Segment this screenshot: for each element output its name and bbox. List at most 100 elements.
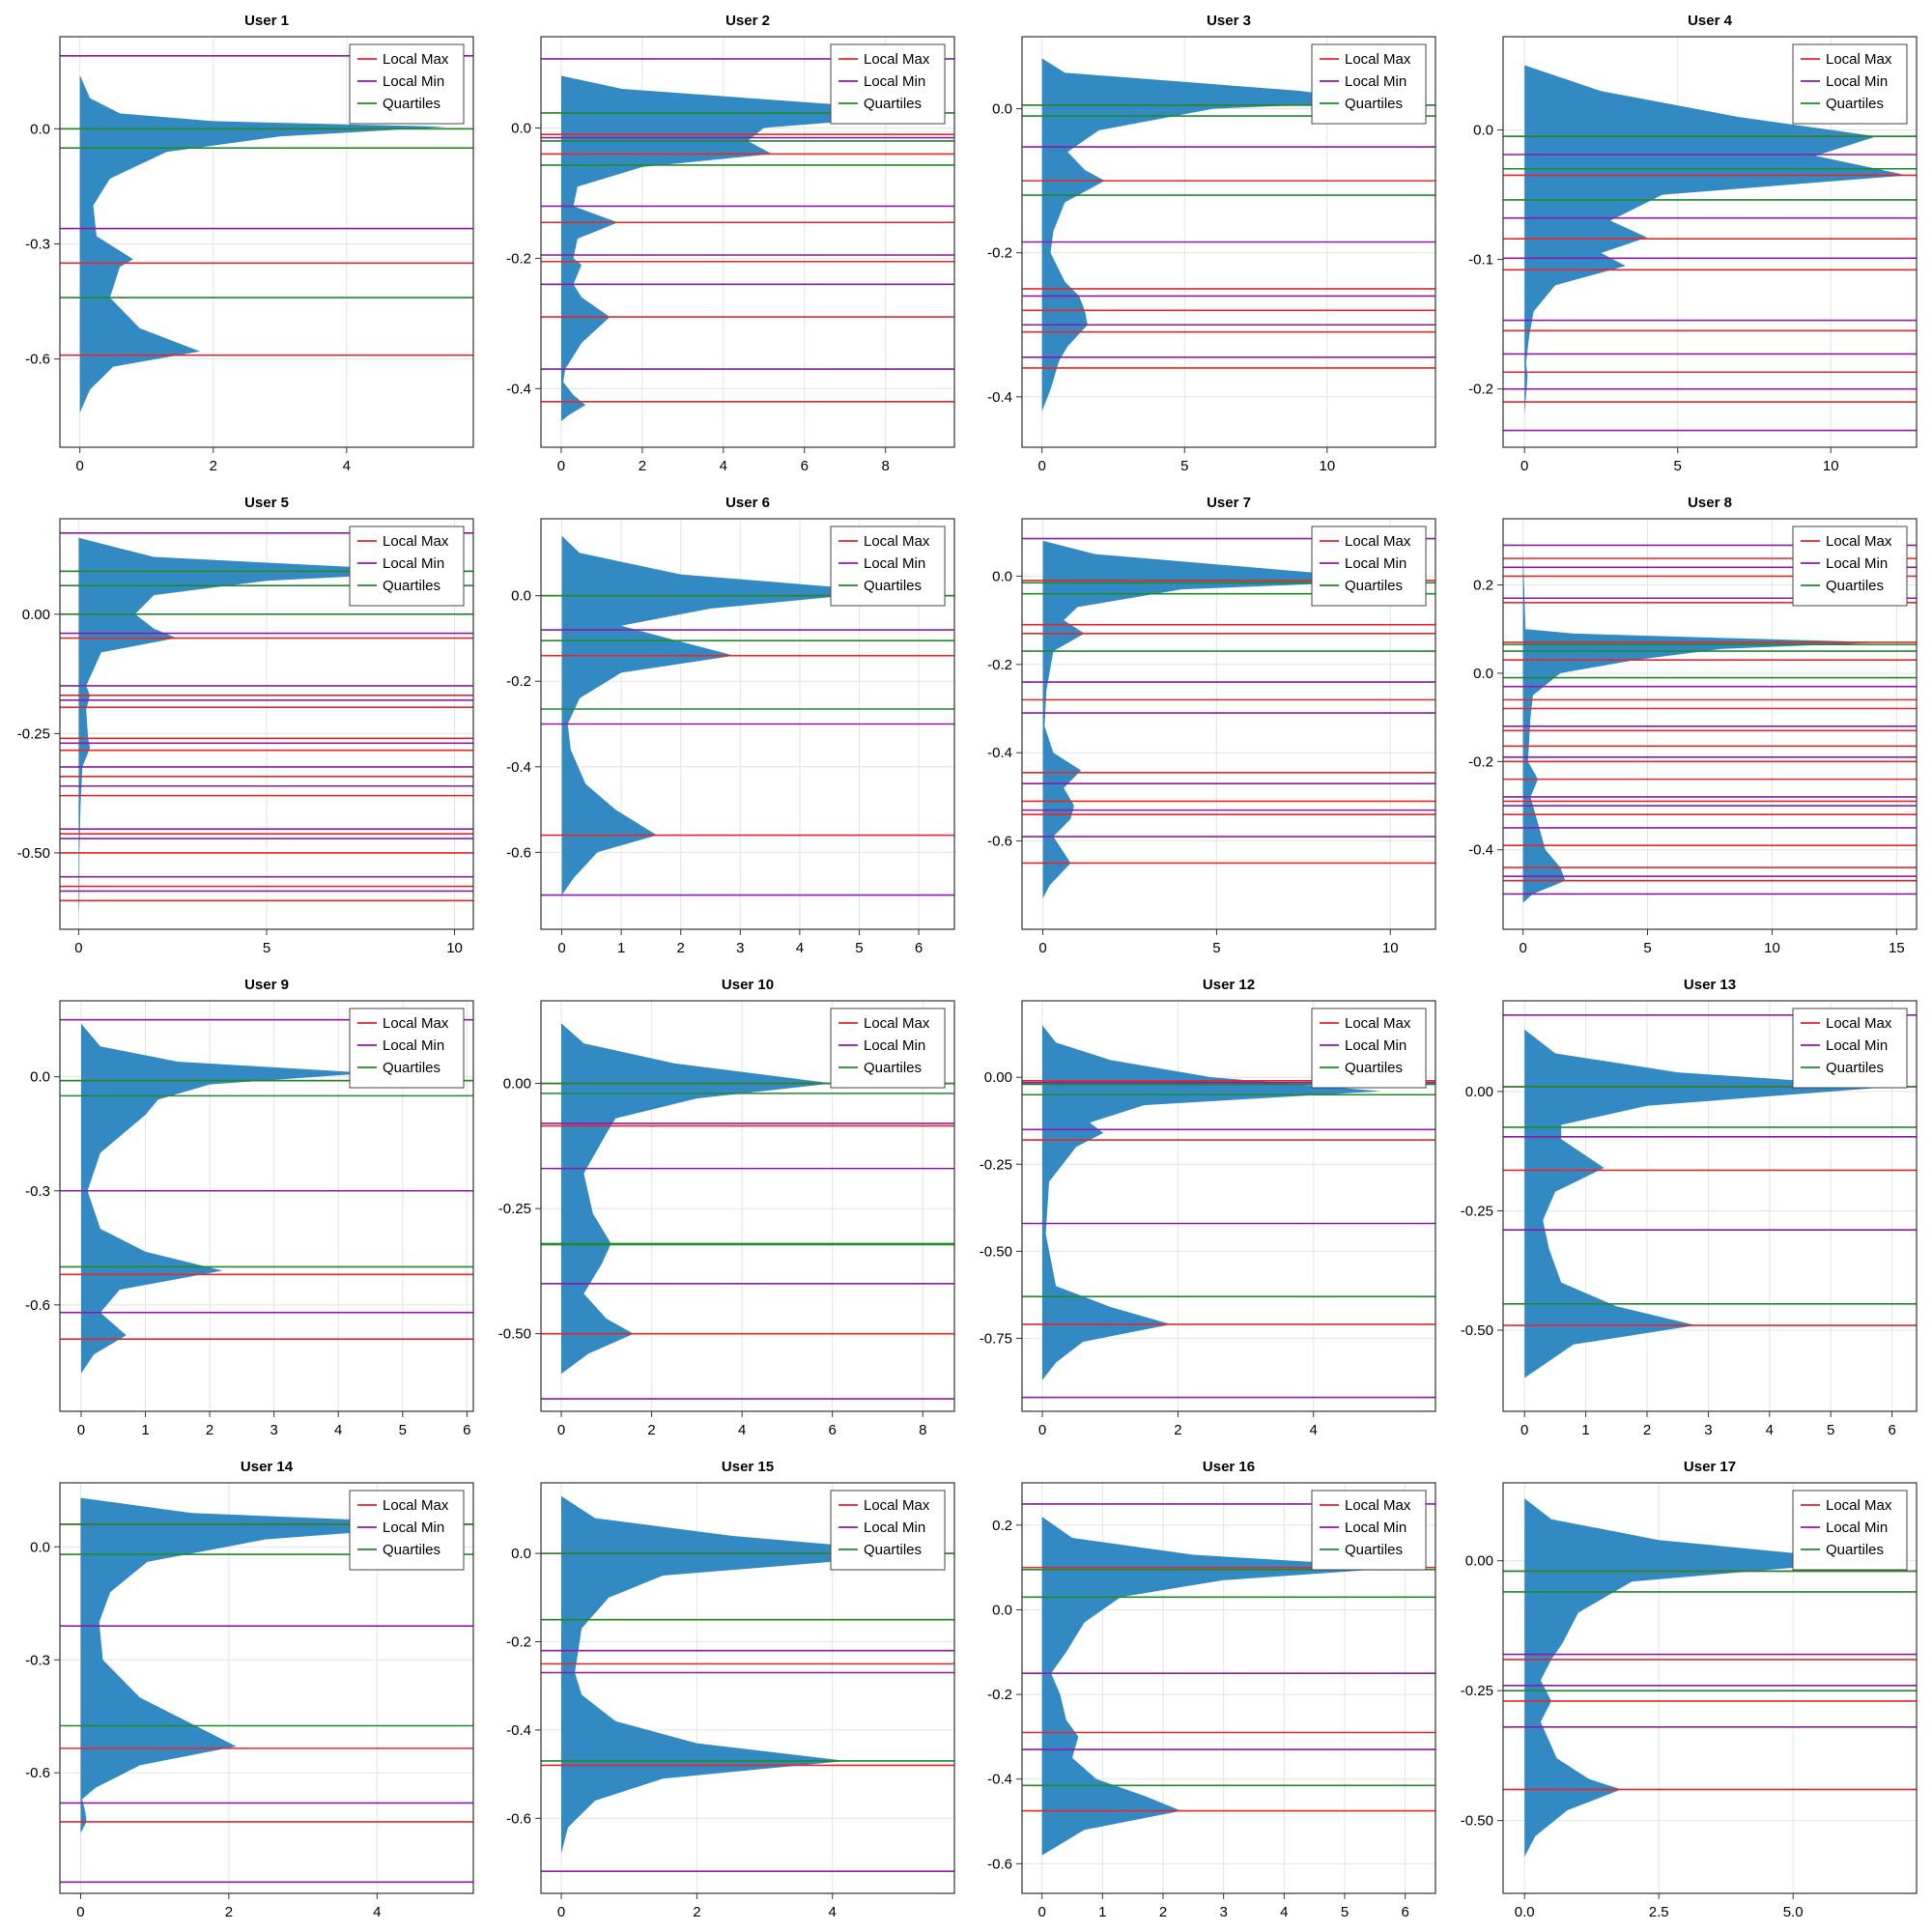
legend-label: Local Max [864,1497,930,1514]
density-area [561,1495,934,1854]
legend-label: Local Min [383,555,444,572]
legend-label: Quartiles [1826,1542,1884,1558]
legend-label: Quartiles [864,1060,922,1076]
panel-title: User 10 [722,977,774,993]
legend-label: Local Max [1345,1497,1411,1514]
legend-box [1792,1008,1908,1089]
legend-box [1311,526,1427,607]
density-area [561,1023,833,1375]
x-tick-label: 5 [1341,1904,1349,1920]
x-tick-label: 4 [1766,1422,1774,1438]
legend: Local Max Local Min Quartiles [349,1008,465,1089]
y-tick-label: -0.25 [498,1201,531,1217]
legend-box [349,1490,465,1571]
legend-label: Local Max [383,51,449,68]
plot-frame [540,36,955,448]
legend-box [830,43,946,125]
x-tick-label: 4 [720,458,727,474]
x-tick-label: 10 [1382,940,1399,956]
legend-box [830,526,946,607]
x-tick-label: 15 [1889,940,1905,956]
legend: Local Max Local Min Quartiles [1792,1008,1908,1089]
y-tick-label: -0.50 [1461,1322,1493,1339]
legend-label: Local Max [1826,1497,1892,1514]
x-tick-label: 0 [1520,458,1528,474]
x-tick-label: 4 [1310,1422,1318,1438]
legend-label: Local Min [864,73,925,90]
x-tick-label: 2 [1159,1904,1167,1920]
y-tick-label: 0.0 [511,1546,531,1562]
density-area [1041,58,1384,412]
x-tick-label: 0 [76,458,84,474]
y-tick-label: -0.2 [506,250,531,267]
legend: Local Max Local Min Quartiles [349,1490,465,1571]
x-tick-label: 0 [557,1422,565,1438]
y-tick-label: -0.2 [506,1634,531,1651]
x-tick-label: 5 [1643,940,1651,956]
plot-frame [540,518,955,930]
legend-box [830,1490,946,1571]
x-tick-label: 3 [736,940,744,956]
legend-label: Local Min [1826,73,1888,90]
y-tick-label: 0.00 [22,607,50,623]
density-area [561,535,890,895]
x-tick-label: 8 [919,1422,926,1438]
x-tick-label: 2 [693,1904,700,1920]
y-tick-label: -0.1 [1468,252,1493,269]
legend-label: Quartiles [383,578,440,594]
chart-panel: User 4 0 5 10 0.0 -0.1 -0.2 Local Max Local Min Q… [1468,13,1918,474]
x-tick-label: 5 [855,940,863,956]
legend: Local Max Local Min Quartiles [1792,1490,1908,1571]
legend-box [1792,1490,1908,1571]
legend: Local Max Local Min Quartiles [830,1008,946,1089]
y-tick-label: -0.3 [25,1652,50,1668]
y-tick-label: -0.6 [25,1765,50,1781]
legend-label: Local Min [1826,1037,1888,1054]
legend-label: Local Min [1345,73,1406,90]
y-tick-label: -0.50 [17,845,50,862]
legend-label: Local Max [864,533,930,550]
plot-frame [1021,1000,1436,1412]
x-tick-label: 5 [263,940,270,956]
legend-box [1792,43,1908,125]
panel-title: User 3 [1207,13,1251,29]
legend-label: Local Max [383,1497,449,1514]
x-tick-label: 5 [1827,1422,1834,1438]
legend-label: Quartiles [864,1542,922,1558]
x-tick-label: 0.0 [1515,1904,1535,1920]
chart-panel: User 2 0 2 4 6 8 0.0 -0.2 -0.4 Local Max Local Min… [506,13,955,474]
x-tick-label: 3 [270,1422,277,1438]
legend-box [349,43,465,125]
x-tick-label: 5.0 [1783,1904,1804,1920]
x-tick-label: 2 [206,1422,213,1438]
legend-box [1311,1490,1427,1571]
x-tick-label: 2 [210,458,217,474]
x-tick-label: 4 [1280,1904,1288,1920]
y-tick-label: -0.6 [506,844,531,861]
density-area [81,1023,371,1374]
y-tick-label: -0.6 [987,834,1012,850]
legend-label: Local Max [1826,1015,1892,1032]
y-tick-label: -0.2 [506,673,531,690]
x-tick-label: 1 [617,940,625,956]
y-tick-label: -0.3 [25,1183,50,1200]
x-tick-label: 6 [463,1422,470,1438]
y-tick-label: 0.0 [992,101,1012,118]
plot-frame [1502,36,1918,448]
legend-label: Local Min [383,1037,444,1054]
legend-box [1311,1008,1427,1089]
legend-label: Local Min [1826,555,1888,572]
y-tick-label: -0.6 [25,352,50,368]
legend-box [349,526,465,607]
legend: Local Max Local Min Quartiles [830,43,946,125]
panel-title: User 1 [244,13,289,29]
y-tick-label: 0.0 [1473,666,1493,682]
panel-title: User 14 [241,1459,294,1475]
density-area [1524,1029,1892,1378]
legend-box [830,1008,946,1089]
plot-frame [1021,36,1436,448]
y-tick-label: -0.2 [1468,382,1493,398]
